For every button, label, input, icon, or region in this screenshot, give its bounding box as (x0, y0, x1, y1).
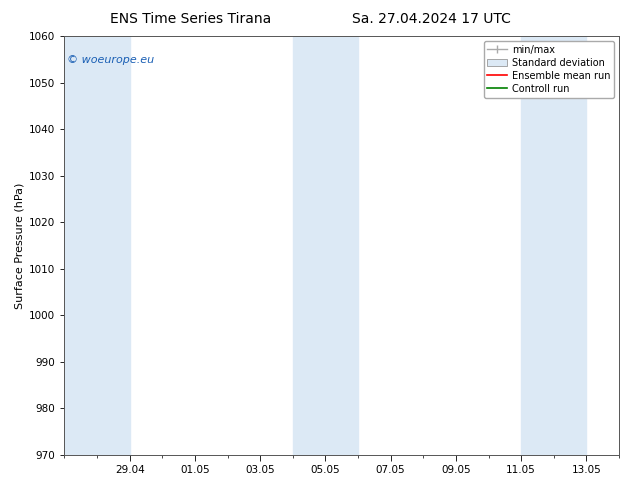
Legend: min/max, Standard deviation, Ensemble mean run, Controll run: min/max, Standard deviation, Ensemble me… (484, 41, 614, 98)
Y-axis label: Surface Pressure (hPa): Surface Pressure (hPa) (15, 182, 25, 309)
Text: Sa. 27.04.2024 17 UTC: Sa. 27.04.2024 17 UTC (352, 12, 510, 26)
Text: © woeurope.eu: © woeurope.eu (67, 55, 154, 65)
Bar (65, 36, 130, 455)
Text: ENS Time Series Tirana: ENS Time Series Tirana (110, 12, 271, 26)
Bar (521, 36, 586, 455)
Bar (293, 36, 358, 455)
